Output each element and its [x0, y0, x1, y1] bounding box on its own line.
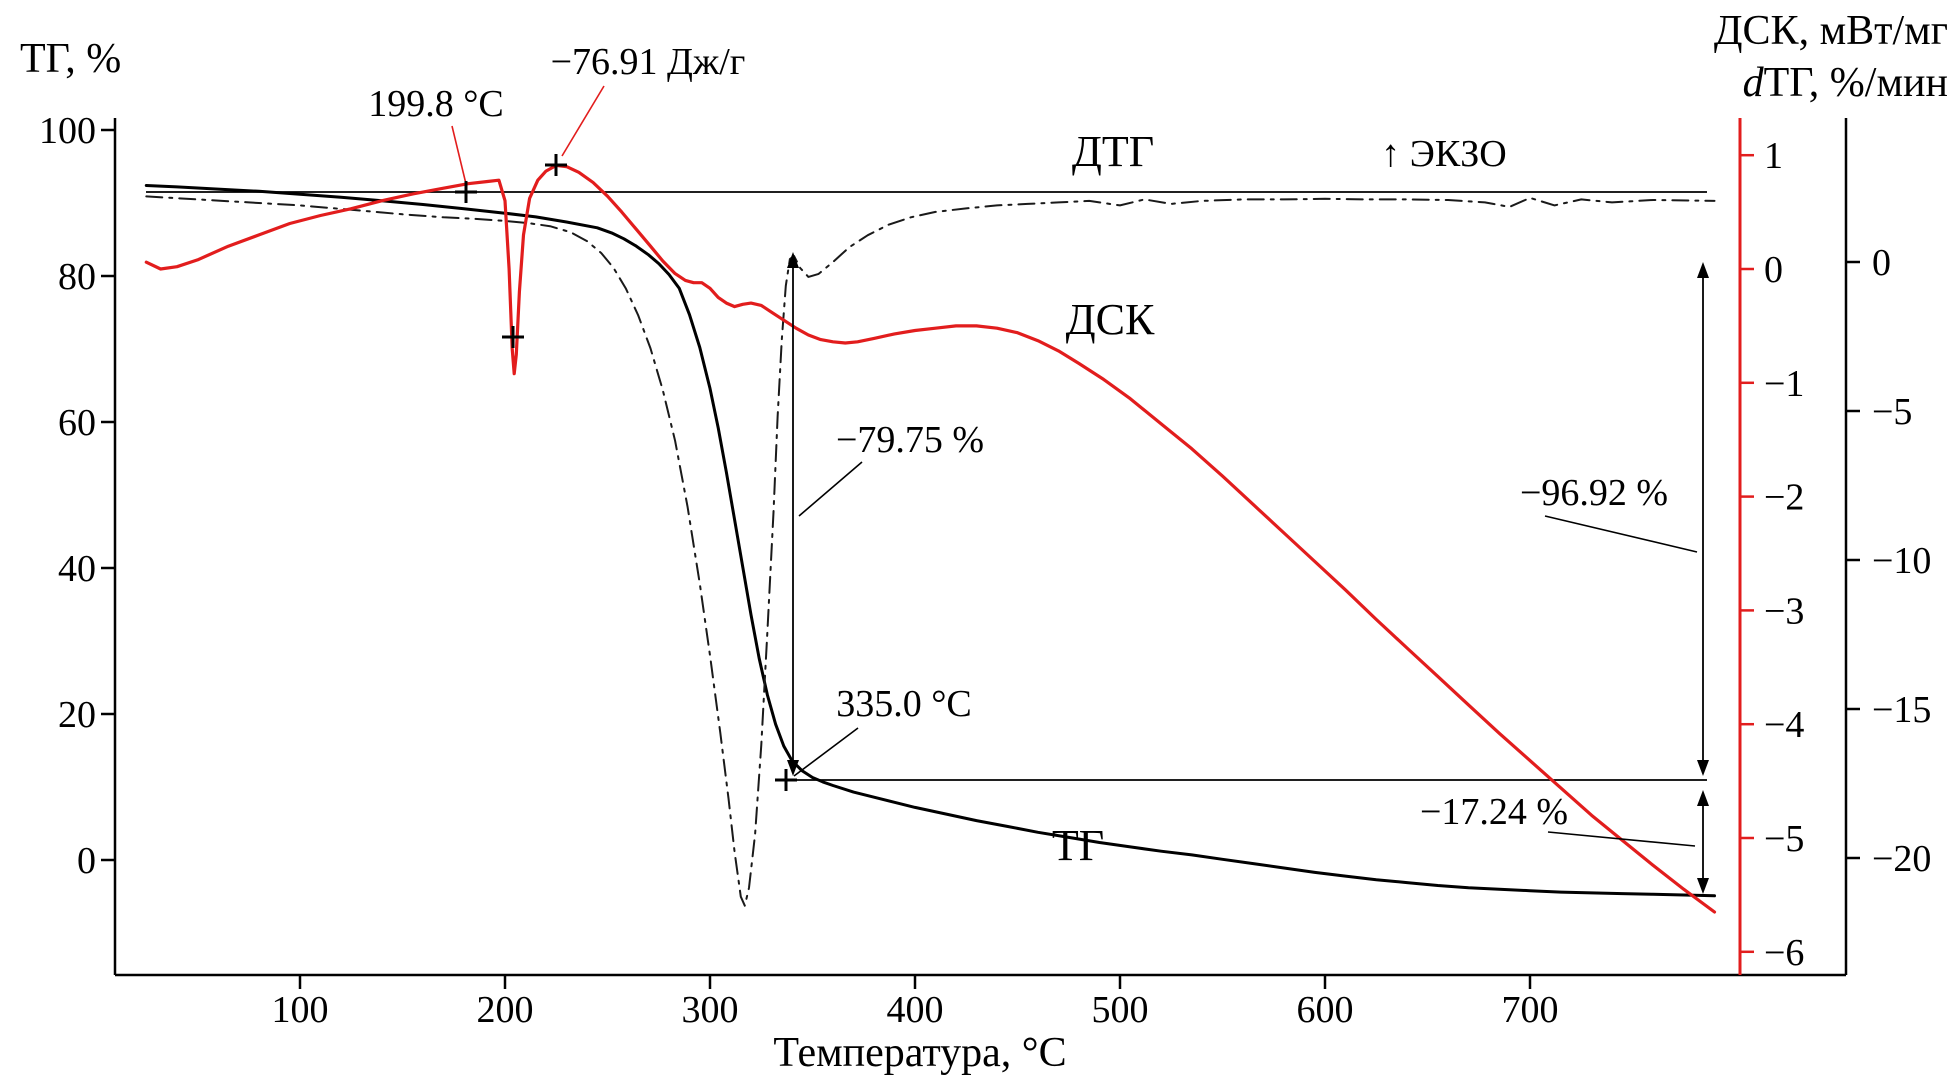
dtg-curve [145, 195, 1716, 907]
onset-temp-label: 199.8 °C [368, 83, 504, 125]
measure-arrow-head [1697, 878, 1709, 894]
leader-line [1547, 831, 1696, 847]
dtg-tick-label: 0 [1872, 242, 1891, 284]
mass-loss-1-label: −79.75 % [836, 419, 984, 461]
dtg-tick-label: −5 [1872, 391, 1912, 433]
leader-line [798, 461, 863, 517]
tg-tick-label: 100 [39, 110, 96, 152]
measure-arrow-head [1697, 760, 1709, 776]
dsc-curve-label: ДСК [1066, 295, 1155, 344]
measure-arrow-head [787, 760, 799, 776]
measure-arrow-head [787, 252, 799, 268]
dsc-tick-label: −4 [1764, 704, 1804, 746]
enthalpy-label: −76.91 Дж/г [551, 41, 746, 83]
exo-direction-label: ↑ ЭКЗО [1381, 133, 1506, 175]
mass-loss-total-label: −96.92 % [1520, 472, 1668, 514]
dsc-tick-label: −2 [1764, 477, 1804, 519]
dsc-tick-label: −5 [1764, 818, 1804, 860]
leader-line [451, 125, 467, 185]
dsc-curve [144, 163, 1717, 914]
x-tick-label: 300 [682, 989, 739, 1031]
dtg-curve-label: ДТГ [1072, 127, 1154, 176]
tg-axis-title: ТГ, % [20, 36, 121, 82]
step-temp-label: 335.0 °C [836, 683, 972, 725]
dsc-tick-label: 1 [1764, 135, 1783, 177]
tg-tick-label: 60 [58, 402, 96, 444]
x-axis-title: Температура, °C [773, 1030, 1066, 1076]
tg-tick-label: 80 [58, 256, 96, 298]
tg-curve [144, 184, 1716, 898]
dsc-tick-label: −1 [1764, 363, 1804, 405]
mass-loss-2-label: −17.24 % [1420, 791, 1568, 833]
measure-arrow-head [1697, 790, 1709, 806]
tg-tick-label: 40 [58, 548, 96, 590]
dsc-tick-label: −3 [1764, 590, 1804, 632]
tg-curve-label: ТГ [1052, 821, 1104, 870]
x-tick-label: 600 [1297, 989, 1354, 1031]
leader-line [1544, 515, 1698, 553]
measure-arrow-head [1697, 262, 1709, 278]
x-tick-label: 700 [1502, 989, 1559, 1031]
x-tick-label: 200 [477, 989, 534, 1031]
dtg-axis-title: dТГ, %/мин [1743, 60, 1948, 106]
x-tick-label: 100 [272, 989, 329, 1031]
x-tick-label: 500 [1092, 989, 1149, 1031]
dsc-axis-title: ДСК, мВт/мг [1714, 8, 1948, 54]
dtg-tick-label: −10 [1872, 540, 1931, 582]
dsc-tick-label: 0 [1764, 249, 1783, 291]
leader-line [793, 727, 859, 777]
dtg-tick-label: −15 [1872, 689, 1931, 731]
tg-tick-label: 20 [58, 694, 96, 736]
dsc-tick-label: −6 [1764, 932, 1804, 974]
leader-line [561, 85, 605, 157]
dtg-tick-label: −20 [1872, 838, 1931, 880]
tg-tick-label: 0 [77, 840, 96, 882]
x-tick-label: 400 [887, 989, 944, 1031]
